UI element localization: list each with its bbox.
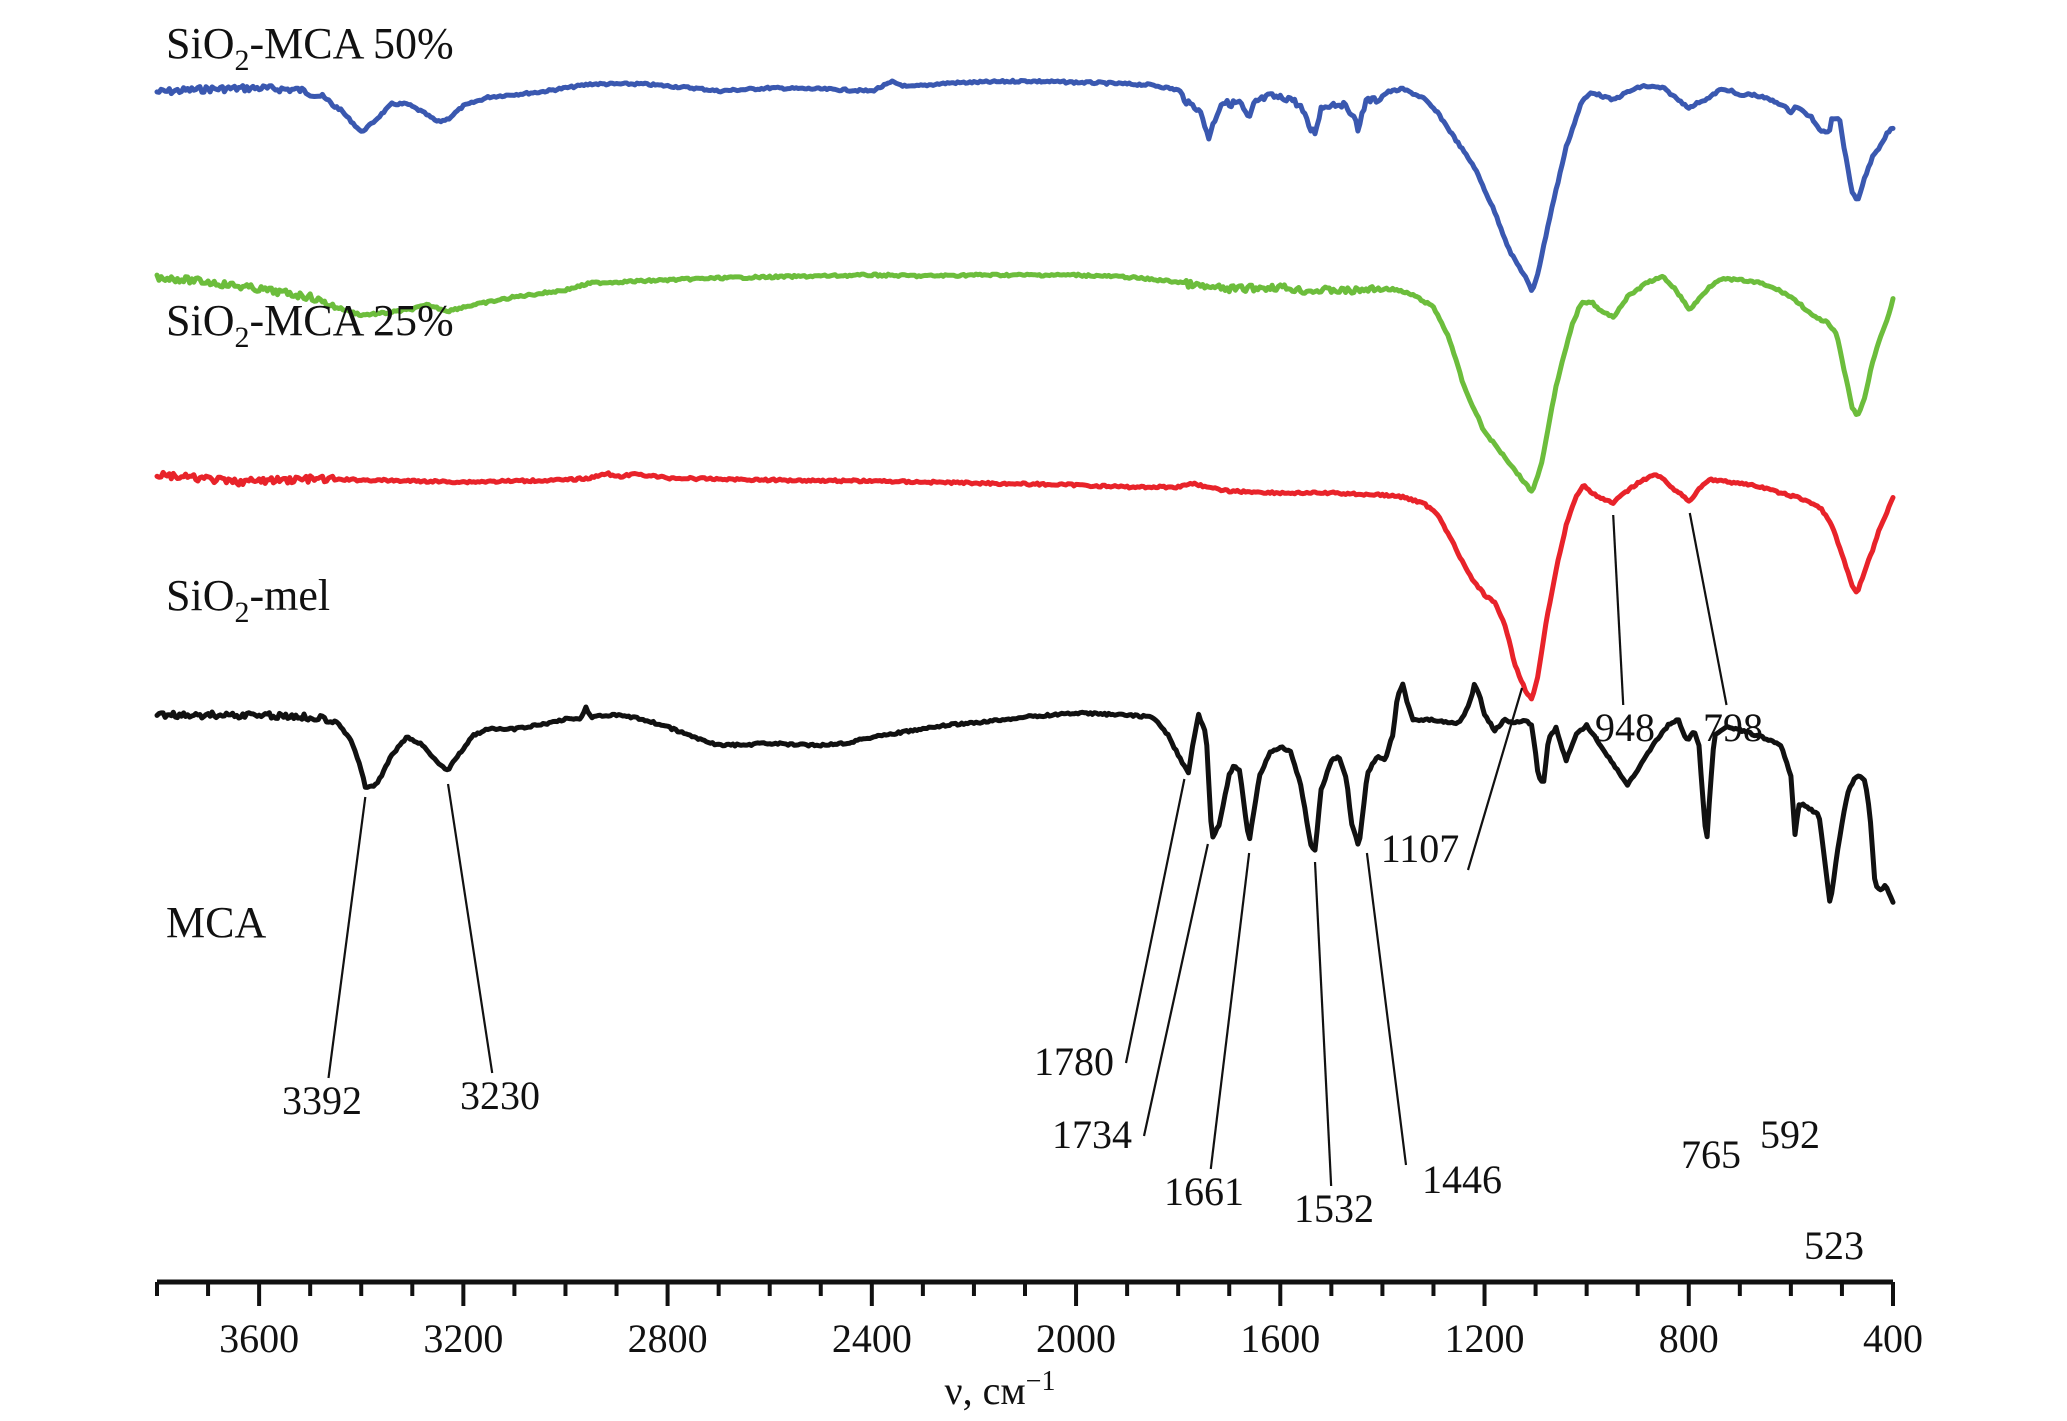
series-label-main-1: SiO <box>166 296 234 345</box>
peak-leader-1107 <box>1466 687 1524 871</box>
peak-label-3230: 3230 <box>460 1073 540 1118</box>
peak-label-1661: 1661 <box>1164 1169 1244 1214</box>
peak-leader-1780 <box>1124 778 1186 1064</box>
series-label-main-3: MCA <box>166 898 266 947</box>
x-axis-title-sup: −1 <box>1026 1366 1056 1397</box>
peak-leader-1446 <box>1365 852 1408 1166</box>
spectrum-line-0 <box>154 77 1896 293</box>
x-tick-label-2000: 2000 <box>1036 1316 1116 1361</box>
x-axis-title: ν, см−1 <box>945 1366 1056 1413</box>
series-label-sub-0: 2 <box>234 44 249 77</box>
peak-label-1532: 1532 <box>1294 1186 1374 1231</box>
peak-leader-1661 <box>1209 852 1251 1170</box>
series-label-rest-2: -mel <box>249 571 330 620</box>
x-tick-label-2400: 2400 <box>832 1316 912 1361</box>
x-axis-title-main: ν, см <box>945 1368 1026 1413</box>
spectrum-line-1 <box>154 271 1896 494</box>
peak-leader-798 <box>1688 512 1728 706</box>
peak-label-1780: 1780 <box>1034 1039 1114 1084</box>
spectrum-line-2 <box>154 469 1896 702</box>
series-label-2: SiO2-mel <box>166 571 330 629</box>
peak-label-1107: 1107 <box>1381 826 1460 871</box>
peak-label-765: 765 <box>1681 1132 1741 1177</box>
series-label-1: SiO2-MCA 25% <box>166 296 454 354</box>
peak-label-948: 948 <box>1595 705 1655 750</box>
peak-leader-3230 <box>446 783 494 1074</box>
peak-label-523: 523 <box>1804 1223 1864 1268</box>
series-layer <box>154 77 1896 905</box>
series-label-main-0: SiO <box>166 19 234 68</box>
peak-leader-1734 <box>1142 843 1209 1137</box>
x-axis: 3600 3200 2800 2400 2000 1600 1200 800 400 ν, см… <box>155 1279 1923 1413</box>
peak-leader-948 <box>1612 514 1625 706</box>
x-tick-label-1600: 1600 <box>1240 1316 1320 1361</box>
series-label-sub-1: 2 <box>234 321 249 354</box>
peak-label-798: 798 <box>1703 705 1763 750</box>
series-label-rest-1: -MCA 25% <box>249 296 453 345</box>
series-label-0: SiO2-MCA 50% <box>166 19 454 77</box>
series-label-rest-0: -MCA 50% <box>249 19 453 68</box>
peak-label-1446: 1446 <box>1422 1157 1502 1202</box>
peak-label-3392: 3392 <box>282 1078 362 1123</box>
x-tick-label-3600: 3600 <box>219 1316 299 1361</box>
peak-label-1734: 1734 <box>1052 1112 1132 1157</box>
series-label-main-2: SiO <box>166 571 234 620</box>
x-tick-label-3200: 3200 <box>423 1316 503 1361</box>
x-axis-ticks: 3600 3200 2800 2400 2000 1600 1200 800 400 <box>155 1282 1923 1361</box>
spectrum-line-3 <box>154 681 1896 905</box>
series-label-sub-2: 2 <box>234 596 249 629</box>
peak-leader-1532 <box>1313 861 1333 1187</box>
peak-leader-3392 <box>327 796 367 1079</box>
x-tick-label-800: 800 <box>1659 1316 1719 1361</box>
x-tick-label-2800: 2800 <box>628 1316 708 1361</box>
series-label-3: MCA <box>166 898 266 947</box>
x-tick-label-1200: 1200 <box>1445 1316 1525 1361</box>
peak-annotation-layer: 3392 3230 1780 1734 1661 1532 1446 765 592 523 110… <box>282 512 1864 1268</box>
x-tick-label-400: 400 <box>1863 1316 1923 1361</box>
peak-label-592: 592 <box>1760 1112 1820 1157</box>
